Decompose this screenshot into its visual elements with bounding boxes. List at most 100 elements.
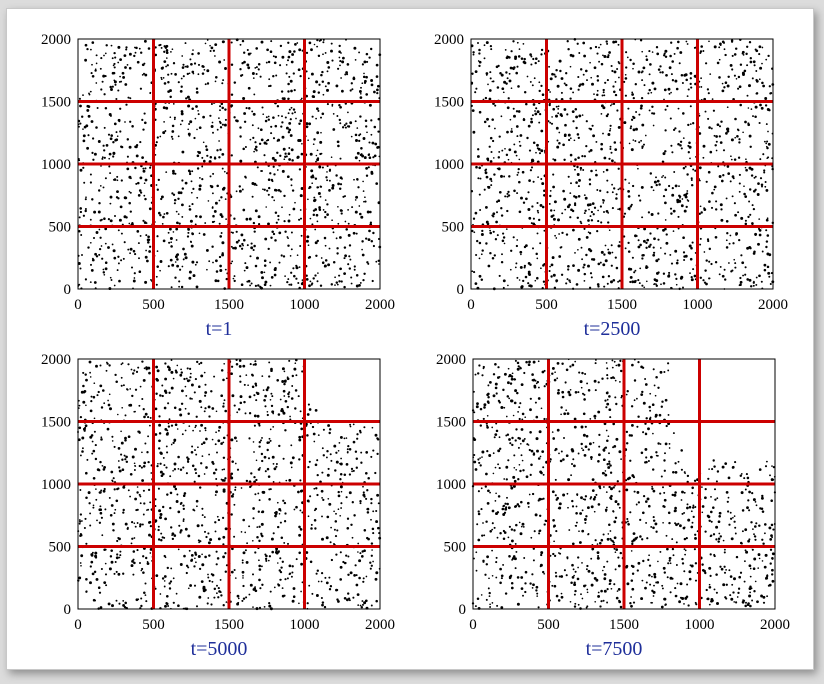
scatter-point xyxy=(509,268,512,271)
scatter-point xyxy=(185,564,189,567)
scatter-point xyxy=(715,149,718,152)
scatter-point xyxy=(748,200,751,203)
scatter-point xyxy=(760,106,764,110)
scatter-point xyxy=(366,536,369,540)
partition-lines xyxy=(78,39,380,289)
scatter-point xyxy=(630,405,634,408)
scatter-point xyxy=(693,274,697,278)
scatter-point xyxy=(222,378,225,382)
scatter-point xyxy=(498,274,501,277)
scatter-point xyxy=(220,196,223,199)
scatter-point xyxy=(200,423,204,427)
scatter-point xyxy=(682,251,686,254)
scatter-point xyxy=(537,360,540,363)
scatter-point xyxy=(504,502,507,505)
scatter-point xyxy=(654,413,658,417)
scatter-point xyxy=(613,141,617,144)
scatter-point xyxy=(188,172,192,176)
scatter-point xyxy=(190,62,193,66)
scatter-point xyxy=(165,65,168,68)
scatter-point xyxy=(629,275,633,279)
scatter-point xyxy=(298,435,302,439)
scatter-point xyxy=(741,261,745,265)
scatter-point xyxy=(570,160,572,163)
scatter-point xyxy=(261,375,264,377)
scatter-point xyxy=(260,532,263,535)
scatter-point xyxy=(615,266,619,270)
scatter-point xyxy=(744,528,748,532)
scatter-point xyxy=(707,170,711,174)
scatter-point xyxy=(627,195,631,198)
scatter-point xyxy=(269,50,273,53)
scatter-point xyxy=(271,395,274,398)
scatter-point xyxy=(91,257,94,260)
scatter-point xyxy=(365,167,368,170)
scatter-point xyxy=(569,365,572,368)
scatter-point xyxy=(206,69,210,73)
scatter-point xyxy=(320,131,322,134)
scatter-point xyxy=(338,442,341,444)
scatter-point xyxy=(267,178,271,181)
scatter-point xyxy=(212,214,215,218)
scatter-point xyxy=(180,112,184,116)
scatter-point xyxy=(295,277,298,280)
scatter-point xyxy=(676,198,680,202)
scatter-point xyxy=(610,280,613,284)
scatter-point xyxy=(758,45,762,49)
scatter-point xyxy=(558,141,561,145)
scatter-point xyxy=(191,52,194,56)
scatter-point xyxy=(103,156,106,159)
scatter-point xyxy=(672,554,675,557)
scatter-point xyxy=(765,240,769,243)
scatter-point xyxy=(251,374,254,377)
scatter-point xyxy=(260,439,262,442)
scatter-point xyxy=(143,502,146,505)
scatter-point xyxy=(220,102,224,105)
scatter-point xyxy=(177,468,180,470)
scatter-point xyxy=(231,231,234,234)
scatter-point xyxy=(591,478,595,481)
scatter-point xyxy=(508,148,512,152)
scatter-point xyxy=(166,64,169,67)
scatter-point xyxy=(165,51,169,55)
scatter-point xyxy=(515,262,518,265)
scatter-point xyxy=(350,135,353,138)
scatter-point xyxy=(284,230,287,233)
scatter-point xyxy=(608,485,611,489)
scatter-point xyxy=(503,372,507,376)
scatter-point xyxy=(107,602,111,606)
scatter-point xyxy=(536,232,539,235)
scatter-point xyxy=(268,437,271,440)
scatter-point xyxy=(577,88,580,91)
scatter-point xyxy=(108,157,111,160)
scatter-point xyxy=(754,580,757,583)
scatter-point xyxy=(123,196,127,200)
scatter-point xyxy=(220,369,224,372)
scatter-point xyxy=(593,414,597,418)
scatter-point xyxy=(729,575,733,578)
scatter-point xyxy=(478,166,482,170)
scatter-point xyxy=(603,285,606,288)
scatter-point xyxy=(377,117,381,121)
scatter-point xyxy=(143,182,146,185)
scatter-point xyxy=(668,92,671,95)
scatter-point xyxy=(489,491,491,494)
scatter-point xyxy=(333,543,335,545)
scatter-point xyxy=(629,58,632,62)
scatter-point xyxy=(289,572,292,575)
scatter-point xyxy=(357,604,360,607)
scatter-point xyxy=(615,596,619,600)
scatter-point xyxy=(758,218,761,220)
scatter-point xyxy=(530,166,534,169)
scatter-point xyxy=(102,389,105,392)
scatter-point xyxy=(116,190,119,194)
scatter-point xyxy=(699,276,703,280)
scatter-point xyxy=(582,73,585,76)
scatter-point xyxy=(326,450,329,453)
scatter-point xyxy=(133,462,136,465)
scatter-point xyxy=(145,368,148,371)
scatter-point xyxy=(566,278,569,281)
scatter-point xyxy=(207,200,210,202)
scatter-point xyxy=(281,206,283,209)
scatter-point xyxy=(683,209,687,213)
